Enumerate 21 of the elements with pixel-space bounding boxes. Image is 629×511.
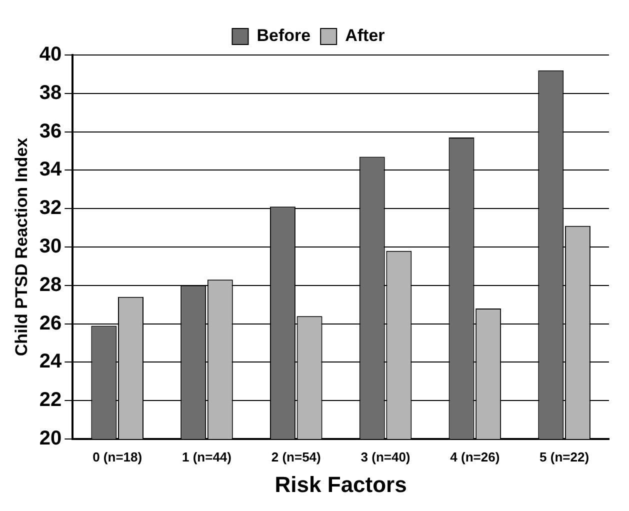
y-tick-label: 40 bbox=[39, 44, 62, 66]
x-tick-label: 4 (n=26) bbox=[450, 449, 500, 464]
y-tick-label: 20 bbox=[39, 428, 62, 450]
x-tick-label: 3 (n=40) bbox=[360, 449, 410, 464]
y-tick-label: 28 bbox=[39, 274, 62, 296]
y-tick-label: 30 bbox=[39, 236, 62, 258]
x-tick-label: 1 (n=44) bbox=[182, 449, 232, 464]
y-tick-label: 22 bbox=[39, 389, 62, 412]
y-tick-label: 38 bbox=[39, 82, 62, 104]
y-axis-title: Child PTSD Reaction Index bbox=[12, 137, 31, 356]
x-tick-label: 2 (n=54) bbox=[271, 449, 321, 464]
x-tick-label: 5 (n=22) bbox=[540, 449, 590, 464]
x-axis-title: Risk Factors bbox=[274, 472, 407, 497]
legend-label: Before bbox=[256, 26, 311, 46]
x-tick-label: 0 (n=18) bbox=[92, 449, 142, 464]
y-tick-label: 24 bbox=[39, 350, 63, 373]
legend-label: After bbox=[345, 26, 386, 46]
y-tick-label: 36 bbox=[39, 120, 62, 142]
y-tick-label: 26 bbox=[39, 312, 62, 334]
y-tick-label: 32 bbox=[39, 197, 62, 220]
y-tick-label: 34 bbox=[39, 158, 63, 181]
